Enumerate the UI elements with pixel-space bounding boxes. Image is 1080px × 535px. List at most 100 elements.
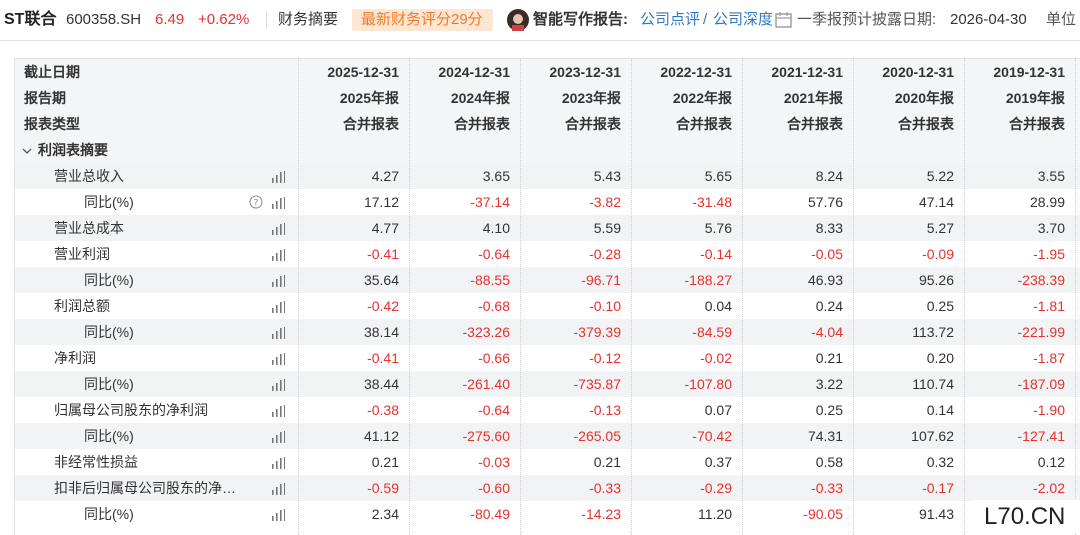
sub-row: 同比(%) 38.14 -323.26 -379.39 -84.59 -4.04 113.7… [15,319,1080,345]
chart-icon[interactable] [271,327,285,339]
data-row: 营业总成本 4.77 4.10 5.59 5.76 8.33 5.27 3.70 [15,215,1080,241]
data-row: 利润总额 -0.42 -0.68 -0.10 0.04 0.24 0.25 -1.81 [15,293,1080,319]
value-cell: -4.04 [811,324,843,340]
row-label: 同比(%) [84,272,134,288]
chart-icon[interactable] [271,249,285,261]
change: +0.62% [198,11,250,28]
value-cell: -0.41 [367,246,399,262]
row-label: 同比(%) [84,324,134,340]
value-cell: -275.60 [462,428,510,444]
data-row: 扣非后归属母公司股东的净… -0.59 -0.60 -0.33 -0.29 -0.33 -0… [15,475,1080,501]
data-row: 营业总收入 4.27 3.65 5.43 5.65 8.24 5.22 3.55 [15,163,1080,189]
value-cell: 110.74 [912,376,954,392]
value-cell: -0.60 [478,480,510,496]
value-cell: -88.55 [470,272,510,288]
chart-icon[interactable] [271,223,285,235]
value-cell: 3.65 [482,168,510,184]
value-cell: -221.99 [1017,324,1065,340]
value-cell: -96.71 [581,272,621,288]
unit-label: 单位 [1046,11,1077,28]
header-cell: 2024-12-31 [438,64,510,80]
value-cell: -188.27 [684,272,732,288]
row-label: 营业利润 [54,246,110,262]
value-cell: 113.72 [912,324,954,340]
value-cell: 5.76 [704,220,732,236]
sub-row: 同比(%) 38.44 -261.40 -735.87 -107.80 3.22 110.7… [15,371,1080,397]
column-separator [964,59,965,535]
badge-bg[interactable] [352,9,493,31]
chart-icon[interactable] [271,301,285,313]
value-cell: -323.26 [462,324,510,340]
value-cell: -0.10 [589,298,621,314]
header-cell: 合并报表 [1009,116,1065,132]
chart-icon[interactable] [271,171,285,183]
value-cell: -0.68 [478,298,510,314]
chart-icon[interactable] [271,379,285,391]
value-cell: 4.77 [371,220,399,236]
value-cell: 11.20 [698,506,732,522]
value-cell: -107.80 [684,376,732,392]
section-row[interactable]: 利润表摘要 [15,137,1080,163]
header-label: 报表类型 [24,116,80,132]
help-icon[interactable]: ? [249,195,263,209]
price: 6.49 [155,11,185,28]
column-separator [409,59,410,535]
value-cell: -0.42 [367,298,399,314]
value-cell: -0.28 [589,246,621,262]
value-cell: 8.33 [815,220,843,236]
value-cell: -84.59 [692,324,732,340]
chart-icon[interactable] [271,457,285,469]
value-cell: -0.33 [589,480,621,496]
value-cell: -90.05 [803,506,843,522]
column-separator [1075,59,1076,535]
score-badge[interactable]: 最新财务评分29分 [361,11,483,28]
chart-icon[interactable] [271,353,285,365]
finance-table: 截止日期 2025-12-31 2024-12-31 2023-12-31 2022-1… [14,58,1080,535]
value-cell: 0.07 [704,402,732,418]
chart-icon[interactable] [271,431,285,443]
value-cell: -2.02 [1033,480,1065,496]
value-cell: 41.12 [363,428,399,444]
disclosure-label: 一季报预计披露日期: [797,11,937,28]
chart-icon[interactable] [271,405,285,417]
chart-icon[interactable] [271,509,285,521]
report-link[interactable]: 公司点评 [640,11,701,28]
header-cell: 2025-12-31 [327,64,399,80]
value-cell: -1.90 [1033,402,1065,418]
value-cell: -735.87 [573,376,621,392]
value-cell: 0.04 [704,298,732,314]
chart-icon[interactable] [271,197,285,209]
disclosure-date: 2026-04-30 [950,11,1027,28]
header-label: 截止日期 [24,64,80,80]
value-cell: -3.82 [589,194,621,210]
calendar-icon[interactable] [775,12,792,28]
value-cell: 38.14 [363,324,399,340]
value-cell: -127.41 [1017,428,1065,444]
header-cell: 2024年报 [450,90,510,106]
row-label: 同比(%) [84,194,134,210]
column-separator [520,59,521,535]
tab[interactable]: 财务摘要 [278,11,339,28]
collapse-chevron[interactable] [21,145,33,157]
header-cell: 2025年报 [339,90,399,106]
value-cell: -80.49 [470,506,510,522]
data-row: 归属母公司股东的净利润 -0.38 -0.64 -0.13 0.07 0.25 0.14 -1… [15,397,1080,423]
row-label: 同比(%) [84,376,134,392]
report-link[interactable]: 公司深度 [713,11,774,28]
chart-icon[interactable] [271,275,285,287]
value-cell: -0.05 [811,246,843,262]
value-cell: 3.70 [1037,220,1065,236]
row-label: 营业总收入 [54,168,124,184]
value-cell: -187.09 [1017,376,1065,392]
header-cell: 2020-12-31 [882,64,954,80]
value-cell: 0.25 [926,298,954,314]
chart-icon[interactable] [271,483,285,495]
value-cell: 47.14 [918,194,954,210]
value-cell: 17.12 [363,194,399,210]
header-cell: 2023年报 [561,90,621,106]
value-cell: 5.22 [926,168,954,184]
value-cell: 0.58 [815,454,843,470]
value-cell: -0.17 [922,480,954,496]
value-cell: 0.24 [815,298,843,314]
value-cell: 4.10 [482,220,510,236]
